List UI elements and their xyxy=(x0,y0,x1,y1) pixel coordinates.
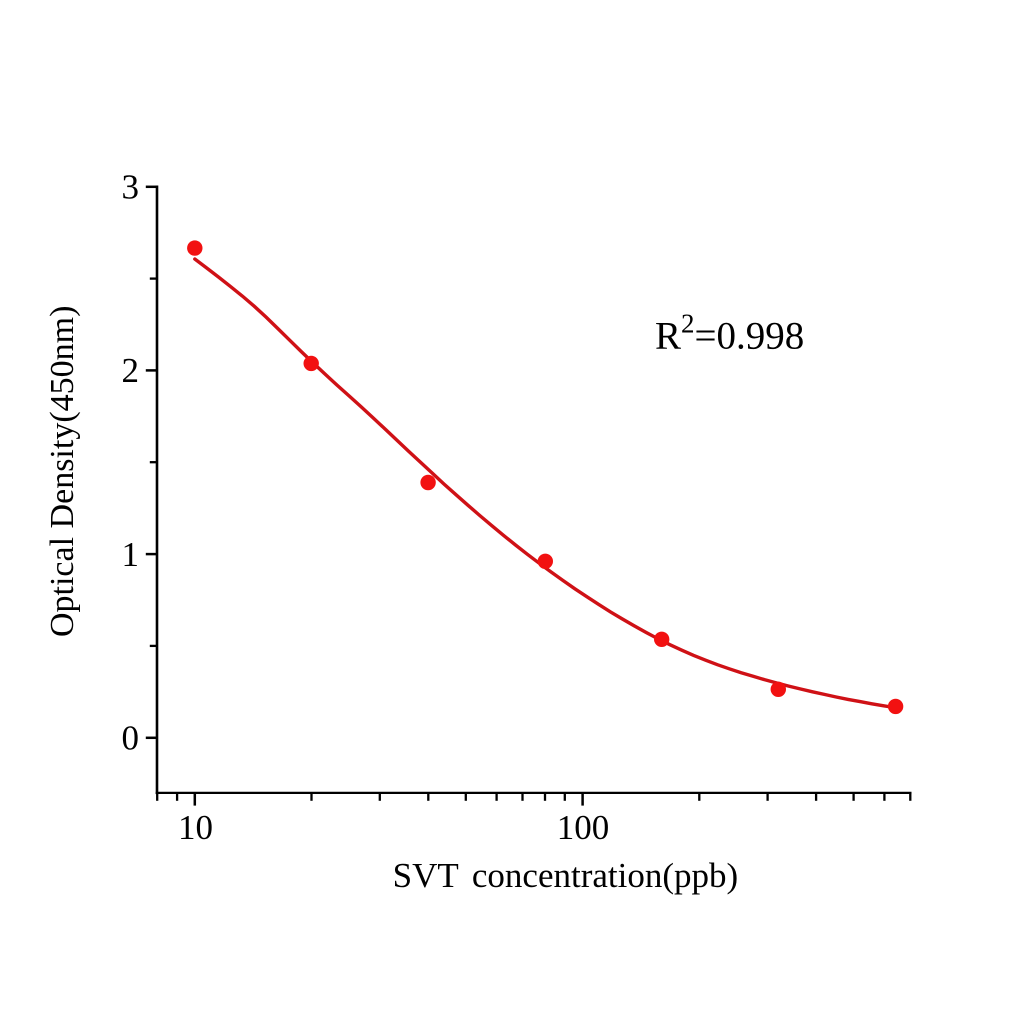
svg-text:R2=0.998: R2=0.998 xyxy=(655,309,804,358)
svg-text:SVT concentration(ppb): SVT concentration(ppb) xyxy=(393,856,739,895)
svg-text:2: 2 xyxy=(122,351,140,390)
svg-text:10: 10 xyxy=(178,808,213,847)
svg-text:0: 0 xyxy=(122,719,140,758)
svg-text:Optical Density(450nm): Optical Density(450nm) xyxy=(44,306,81,637)
svg-text:3: 3 xyxy=(122,168,140,207)
svg-text:100: 100 xyxy=(557,808,610,847)
svg-text:1: 1 xyxy=(122,535,140,574)
